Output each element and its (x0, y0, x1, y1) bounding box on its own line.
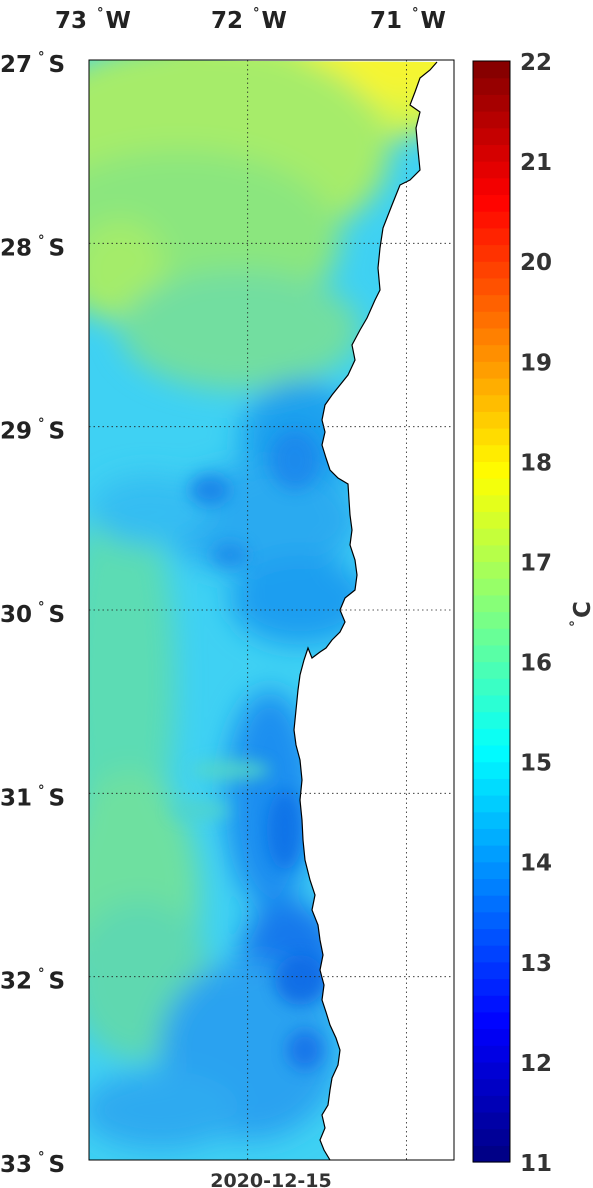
colorbar-tick-labels: 11 12 13 14 15 16 17 18 19 20 21 22 (520, 50, 552, 1177)
map-frame (88, 59, 455, 1161)
colorbar-segment (473, 528, 510, 546)
colorbar-frame (472, 60, 511, 1163)
colorbar-segment (473, 778, 510, 796)
colorbar-tick-17: 17 (520, 550, 552, 576)
colorbar-segment (473, 478, 510, 496)
colorbar-segment (473, 1145, 510, 1163)
colorbar-segment (473, 244, 510, 262)
lat-label-33: 33 ° S (0, 1150, 65, 1178)
colorbar-segment (473, 311, 510, 329)
colorbar-segment (473, 694, 510, 713)
lat-label-32: 32 ° S (0, 967, 65, 995)
colorbar-segment (473, 261, 510, 279)
colorbar-segment (473, 711, 510, 729)
colorbar-segment (473, 344, 510, 362)
colorbar-segment (473, 177, 510, 196)
colorbar-unit: °C (568, 601, 593, 627)
colorbar-segment (473, 1128, 510, 1146)
colorbar-segment (473, 411, 510, 429)
colorbar-segment (473, 327, 510, 346)
colorbar-segment (473, 795, 510, 813)
lat-label-29: 29 ° S (0, 417, 65, 445)
sst-field (89, 60, 438, 1160)
colorbar-segment (473, 61, 510, 79)
lon-label-72: 72 °W (211, 6, 287, 34)
colorbar-segment (473, 744, 510, 763)
colorbar-segment (473, 227, 510, 246)
colorbar-segment (473, 1028, 510, 1046)
colorbar-tick-15: 15 (520, 751, 552, 777)
colorbar-tick-11: 11 (520, 1151, 552, 1177)
colorbar-segment (473, 1011, 510, 1030)
colorbar-segment (473, 294, 510, 312)
colorbar-segment (473, 845, 510, 863)
colorbar-segment (473, 377, 510, 396)
colorbar-segment (473, 895, 510, 913)
colorbar-segment (473, 211, 510, 229)
colorbar-segment (473, 728, 510, 746)
colorbar-segment (473, 511, 510, 529)
colorbar-segment (473, 678, 510, 696)
colorbar (473, 61, 510, 1163)
colorbar-segment (473, 277, 510, 296)
colorbar-segment (473, 361, 510, 379)
colorbar-segment (473, 111, 510, 129)
colorbar-segment (473, 544, 510, 563)
longitude-labels: 73 °W 72 °W 71 °W (55, 6, 446, 34)
map-date: 2020-12-15 (210, 1170, 332, 1188)
colorbar-segment (473, 428, 510, 446)
colorbar-segment (473, 911, 510, 930)
colorbar-segment (473, 161, 510, 179)
colorbar-segment (473, 94, 510, 112)
colorbar-segment (473, 928, 510, 946)
colorbar-tick-12: 12 (520, 1051, 552, 1077)
colorbar-segment (473, 878, 510, 896)
lat-label-27: 27 ° S (0, 50, 65, 78)
colorbar-segment (473, 628, 510, 646)
colorbar-tick-22: 22 (520, 50, 552, 76)
colorbar-segment (473, 861, 510, 880)
colorbar-segment (473, 494, 510, 513)
colorbar-segment (473, 995, 510, 1013)
coastline (293, 61, 438, 1160)
colorbar-tick-16: 16 (520, 651, 552, 677)
lon-label-73: 73 °W (55, 6, 131, 34)
colorbar-tick-14: 14 (520, 851, 552, 877)
colorbar-segment (473, 1111, 510, 1130)
colorbar-segment (473, 961, 510, 980)
colorbar-segment (473, 611, 510, 629)
colorbar-segment (473, 1045, 510, 1063)
latitude-labels: 27 ° S 28 ° S 29 ° S 30 ° S 31 ° S 32 ° S 33 ° S (0, 50, 65, 1178)
colorbar-segment (473, 144, 510, 162)
colorbar-tick-19: 19 (520, 350, 552, 376)
colorbar-segment (473, 194, 510, 212)
colorbar-segment (473, 578, 510, 596)
lat-label-30: 30 ° S (0, 600, 65, 628)
colorbar-segment (473, 945, 510, 963)
colorbar-tick-20: 20 (520, 250, 552, 276)
colorbar-segment (473, 661, 510, 679)
colorbar-segment (473, 127, 510, 146)
colorbar-segment (473, 77, 510, 95)
lat-label-28: 28 ° S (0, 233, 65, 261)
colorbar-segment (473, 644, 510, 663)
colorbar-segment (473, 461, 510, 479)
colorbar-tick-18: 18 (520, 450, 552, 476)
colorbar-segment (473, 594, 510, 613)
colorbar-segment (473, 978, 510, 996)
colorbar-segment (473, 561, 510, 579)
colorbar-tick-13: 13 (520, 951, 552, 977)
colorbar-segment (473, 811, 510, 829)
colorbar-segment (473, 1078, 510, 1096)
colorbar-segment (473, 394, 510, 412)
lat-label-31: 31 ° S (0, 783, 65, 811)
colorbar-segment (473, 828, 510, 846)
colorbar-segment (473, 761, 510, 779)
colorbar-segment (473, 1095, 510, 1113)
colorbar-segment (473, 444, 510, 462)
colorbar-tick-21: 21 (520, 150, 552, 176)
lon-label-71: 71 °W (370, 6, 446, 34)
colorbar-segment (473, 1061, 510, 1080)
